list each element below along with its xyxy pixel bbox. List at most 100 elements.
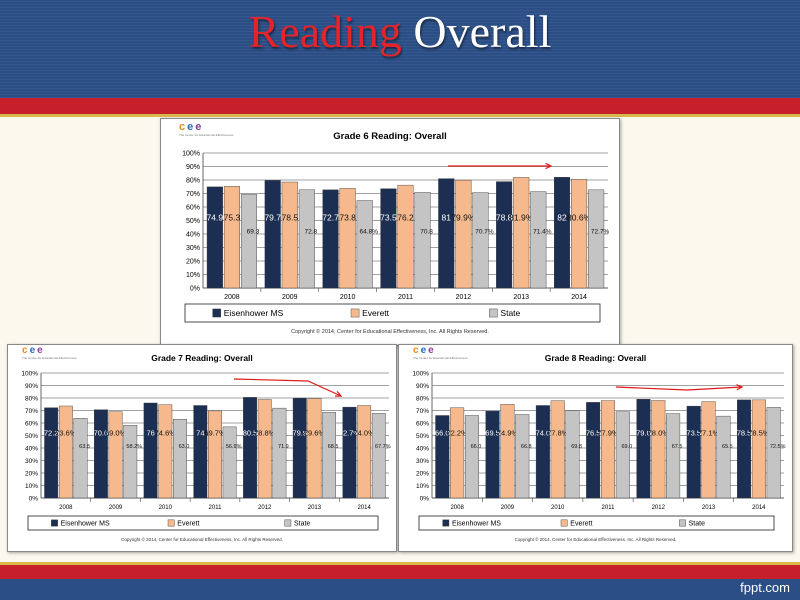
district-data-label: 81.9% bbox=[509, 213, 534, 223]
district-data-label: 77.1% bbox=[698, 429, 720, 438]
y-tick-label: 0% bbox=[420, 496, 430, 503]
chart-0-svg: Grade 6 Reading: Overall 0% 10% 20% 30% 40% 50… bbox=[182, 131, 609, 335]
school-data-label: 79.0 bbox=[636, 429, 651, 438]
legend-box bbox=[418, 515, 775, 531]
district-data-label: 78.8% bbox=[254, 429, 276, 438]
header-red-stripe bbox=[0, 98, 800, 114]
district-data-label: 74.9% bbox=[497, 429, 519, 438]
y-tick-label: 90% bbox=[416, 383, 429, 390]
district-data-label: 78.5 bbox=[282, 213, 299, 223]
cee-logo-letters: cee bbox=[413, 346, 453, 356]
state-data-label: 69.0 bbox=[621, 444, 632, 450]
school-bar bbox=[636, 399, 651, 499]
legend-label: Everett bbox=[362, 308, 390, 318]
y-tick-label: 50% bbox=[186, 218, 200, 225]
school-bar bbox=[44, 407, 59, 499]
x-tick-label: 2014 bbox=[752, 505, 766, 511]
slide-title-overall: Overall bbox=[413, 6, 552, 57]
school-data-label: 82 bbox=[557, 213, 567, 223]
state-bar bbox=[272, 407, 287, 499]
grade6-chart-panel: cee The Center for Educational Effectiven… bbox=[160, 118, 620, 346]
x-tick-label: 2010 bbox=[551, 505, 565, 511]
cee-logo-letter: c bbox=[179, 121, 188, 133]
state-bar bbox=[371, 413, 386, 499]
x-tick-label: 2012 bbox=[258, 505, 272, 511]
school-data-label: 76.5 bbox=[586, 429, 601, 438]
trend-arrow-head bbox=[334, 391, 343, 397]
x-tick-label: 2008 bbox=[224, 294, 240, 301]
y-tick-label: 40% bbox=[416, 446, 429, 453]
y-tick-label: 90% bbox=[25, 383, 38, 390]
x-tick-label: 2010 bbox=[340, 294, 356, 301]
district-data-label: 79.6% bbox=[304, 429, 326, 438]
legend-swatch bbox=[442, 519, 450, 527]
footer-red-stripe bbox=[0, 565, 800, 579]
cee-logo-tagline: The Center for Educational Effectiveness bbox=[179, 133, 234, 137]
school-bar bbox=[435, 415, 450, 499]
school-bar bbox=[485, 410, 500, 499]
school-data-label: 73.5 bbox=[380, 213, 397, 223]
legend-label: State bbox=[689, 520, 705, 527]
state-data-label: 63.8 bbox=[79, 444, 90, 450]
district-bar bbox=[339, 188, 356, 289]
district-data-label: 73.8 bbox=[339, 213, 356, 223]
x-tick-label: 2014 bbox=[571, 294, 587, 301]
school-data-label: 80.5 bbox=[243, 429, 258, 438]
state-data-label: 72.5% bbox=[770, 444, 786, 450]
school-bar bbox=[264, 180, 281, 289]
district-bar bbox=[513, 177, 530, 289]
state-data-label: 70.7% bbox=[475, 228, 494, 235]
state-data-label: 66.8 bbox=[521, 444, 532, 450]
footer-brand: fppt.com bbox=[740, 580, 790, 595]
x-tick-label: 2009 bbox=[109, 505, 123, 511]
district-bar bbox=[450, 407, 465, 499]
state-data-label: 64.8% bbox=[359, 228, 378, 235]
legend-label: Eisenhower MS bbox=[452, 520, 501, 527]
trend-arrow-line bbox=[615, 386, 743, 391]
state-data-label: 63.0 bbox=[179, 444, 190, 450]
school-data-label: 81 bbox=[442, 213, 452, 223]
state-data-label: 72.8 bbox=[305, 228, 318, 235]
x-tick-label: 2014 bbox=[357, 505, 371, 511]
school-data-label: 74.9 bbox=[207, 213, 224, 223]
x-tick-label: 2009 bbox=[282, 294, 298, 301]
cee-logo: cee The Center for Educational Effectiven… bbox=[413, 346, 467, 362]
school-data-label: 73.5 bbox=[686, 429, 701, 438]
district-data-label: 79.9% bbox=[451, 213, 476, 223]
district-data-label: 69.0% bbox=[105, 429, 127, 438]
school-bar bbox=[686, 405, 701, 499]
chart-title: Grade 6 Reading: Overall bbox=[333, 131, 447, 142]
district-bar bbox=[257, 399, 272, 499]
state-data-label: 70.8 bbox=[420, 228, 433, 235]
school-data-label: 72.7 bbox=[322, 213, 339, 223]
state-bar bbox=[298, 189, 315, 289]
state-bar bbox=[515, 414, 530, 499]
school-bar bbox=[438, 178, 455, 289]
state-bar bbox=[322, 412, 337, 499]
cee-logo-letter: e bbox=[187, 121, 196, 133]
y-tick-label: 100% bbox=[21, 371, 38, 378]
district-bar bbox=[58, 405, 73, 499]
x-tick-label: 2013 bbox=[702, 505, 716, 511]
cee-logo-letter: e bbox=[37, 345, 45, 356]
district-bar bbox=[108, 411, 123, 499]
legend-label: Everett bbox=[570, 520, 592, 527]
cee-logo: cee The Center for Educational Effectiven… bbox=[22, 345, 76, 362]
district-bar bbox=[701, 401, 716, 499]
slide-title: Reading Overall bbox=[0, 4, 800, 60]
district-bar bbox=[550, 400, 565, 499]
school-data-label: 74 bbox=[196, 429, 204, 438]
x-tick-label: 2012 bbox=[456, 294, 472, 301]
legend-swatch bbox=[489, 308, 498, 318]
state-data-label: 71.9 bbox=[278, 444, 289, 450]
y-tick-label: 30% bbox=[186, 245, 200, 252]
y-tick-label: 60% bbox=[25, 421, 38, 428]
y-tick-label: 40% bbox=[186, 232, 200, 239]
y-tick-label: 10% bbox=[186, 272, 200, 279]
school-bar bbox=[243, 397, 257, 499]
y-tick-label: 100% bbox=[412, 371, 429, 378]
chart-2-svg: Grade 8 Reading: Overall 0% 10% 20% 30% 40% 50… bbox=[412, 353, 786, 542]
y-tick-label: 80% bbox=[416, 396, 429, 403]
school-data-label: 78.5 bbox=[737, 429, 752, 438]
district-bar bbox=[208, 410, 222, 499]
